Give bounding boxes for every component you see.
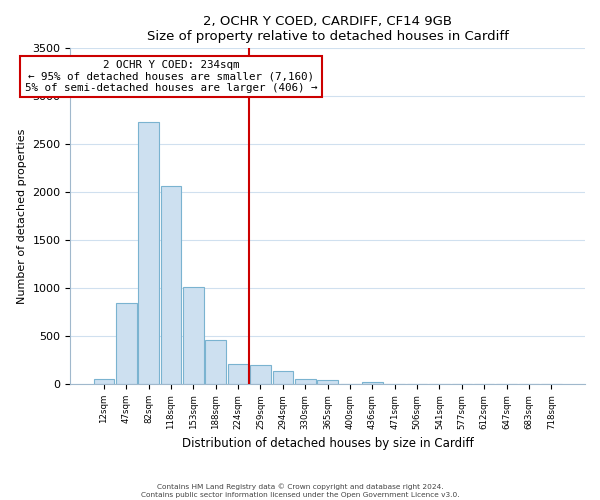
Bar (295, 379, 316, 384)
Bar (272, 370, 293, 384)
Y-axis label: Number of detached properties: Number of detached properties (17, 128, 27, 304)
Text: 2 OCHR Y COED: 234sqm
← 95% of detached houses are smaller (7,160)
5% of semi-de: 2 OCHR Y COED: 234sqm ← 95% of detached … (25, 60, 317, 93)
Bar (139, 122, 159, 384)
Bar (228, 364, 248, 384)
Text: Contains HM Land Registry data © Crown copyright and database right 2024.
Contai: Contains HM Land Registry data © Crown c… (140, 484, 460, 498)
Bar (116, 302, 137, 384)
Bar (183, 287, 203, 384)
Bar (94, 379, 114, 384)
Title: 2, OCHR Y COED, CARDIFF, CF14 9GB
Size of property relative to detached houses i: 2, OCHR Y COED, CARDIFF, CF14 9GB Size o… (146, 15, 509, 43)
Bar (250, 365, 271, 384)
X-axis label: Distribution of detached houses by size in Cardiff: Distribution of detached houses by size … (182, 437, 473, 450)
Bar (317, 380, 338, 384)
Bar (161, 186, 181, 384)
Bar (362, 382, 383, 384)
Bar (205, 340, 226, 384)
